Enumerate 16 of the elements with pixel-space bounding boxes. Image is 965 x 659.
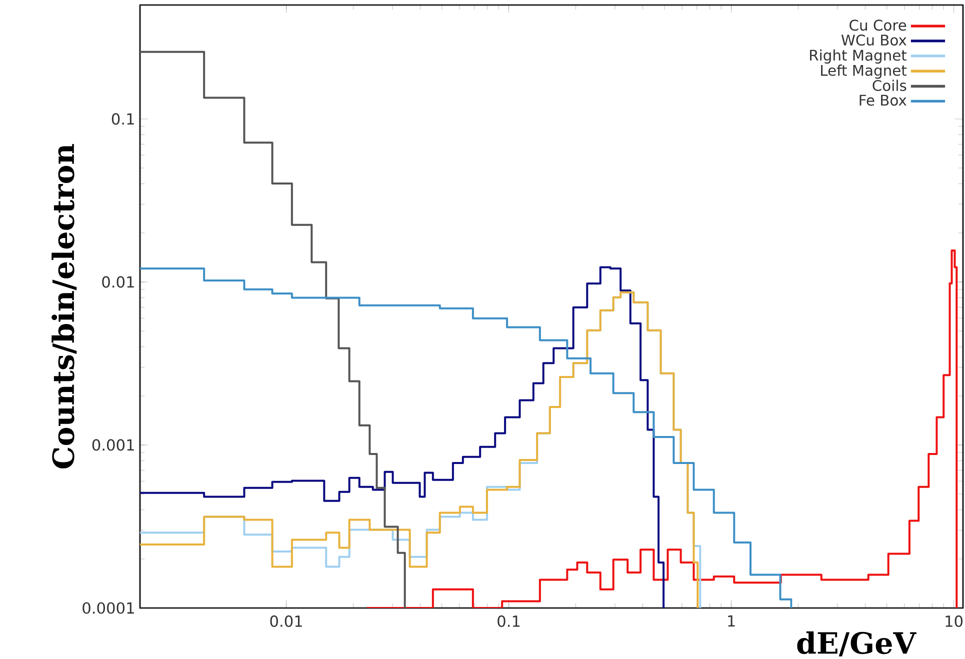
legend-label: Fe Box [860, 94, 906, 106]
legend-label: WCu Box [841, 34, 906, 46]
legend-label: Coils [872, 80, 906, 92]
y-tick-label: 0.001 [92, 439, 134, 451]
y-axis-title: Counts/bin/electron [52, 144, 77, 468]
x-tick-label: 0.1 [498, 615, 520, 627]
x-tick-label: 0.01 [270, 615, 302, 627]
legend-label: Cu Core [850, 20, 906, 31]
legend-label: Left Magnet [821, 64, 907, 79]
y-tick-label: 0.01 [102, 276, 134, 288]
y-tick-label: 0.1 [112, 113, 134, 125]
x-tick-label: 1 [728, 615, 735, 627]
legend-label: Right Magnet [810, 49, 907, 64]
x-axis-title: dE/GeV [797, 631, 916, 656]
y-tick-label: 0.0001 [82, 602, 134, 614]
x-tick-label: 10 [946, 615, 963, 627]
